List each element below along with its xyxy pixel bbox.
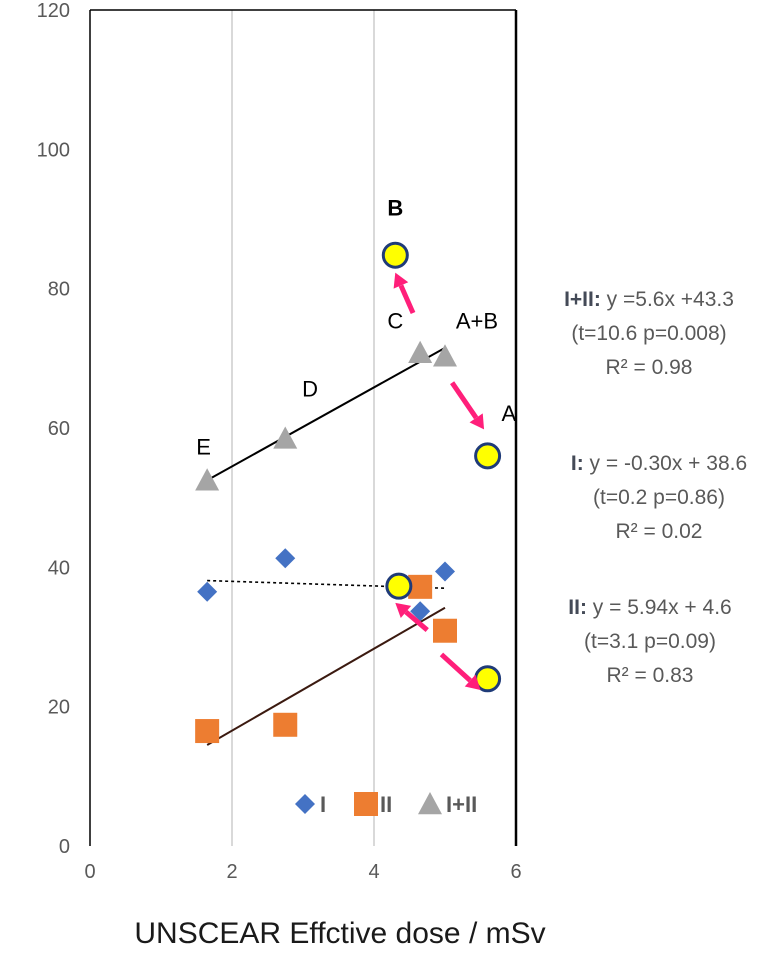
y-tick-label: 120 bbox=[37, 0, 70, 22]
point-label: B bbox=[387, 196, 403, 221]
equation-formula: y = -0.30x + 38.6 bbox=[590, 452, 748, 475]
arrow-head bbox=[393, 272, 409, 289]
data-point-i-plus-ii bbox=[195, 468, 220, 491]
equation-series-label: II: bbox=[568, 596, 593, 619]
equation-stats: (t=0.2 p=0.86) bbox=[593, 486, 725, 509]
equation-r-squared: R² = 0.83 bbox=[607, 664, 694, 687]
arrow-shaft bbox=[439, 652, 472, 683]
regression-equations: I+II: y =5.6x +43.3 (t=10.6 p=0.008) R² = … bbox=[564, 288, 747, 687]
point-label: A+B bbox=[456, 308, 498, 333]
highlight-point bbox=[381, 241, 409, 269]
data-point-i-plus-ii bbox=[433, 344, 457, 367]
legend-marker bbox=[418, 792, 442, 815]
highlight-point bbox=[385, 572, 413, 600]
data-point-i bbox=[275, 548, 296, 569]
data-point-i bbox=[410, 601, 431, 622]
data-point-i bbox=[197, 581, 218, 602]
highlight-points bbox=[381, 241, 502, 693]
legend-label: II bbox=[380, 792, 392, 817]
grid-lines bbox=[231, 10, 375, 846]
point-labels: B C A+B D A E bbox=[196, 196, 516, 460]
x-axis-title: UNSCEAR Effctive dose / mSv bbox=[134, 917, 545, 950]
legend: I II I+II bbox=[295, 792, 477, 817]
legend-label: I bbox=[320, 792, 326, 817]
trendline-i-plus-ii bbox=[206, 347, 446, 482]
axes: 0 20 40 60 80 100 120 0 2 4 6 bbox=[37, 0, 522, 883]
y-tick-label: 100 bbox=[37, 139, 70, 161]
y-tick-label: 0 bbox=[59, 836, 70, 858]
trendline-ii bbox=[206, 606, 446, 746]
arrow-shaft bbox=[404, 610, 429, 632]
data-point-ii bbox=[195, 719, 220, 744]
arrow-shaft bbox=[398, 284, 416, 315]
x-tick-label: 6 bbox=[510, 861, 521, 883]
equation-formula: y =5.6x +43.3 bbox=[607, 288, 734, 311]
legend-label: I+II bbox=[446, 792, 477, 817]
y-tick-label: 20 bbox=[48, 697, 70, 719]
point-label: E bbox=[196, 434, 211, 459]
equation-line-1: I+II: y =5.6x +43.3 bbox=[564, 288, 734, 311]
equation-series-label: I: bbox=[571, 452, 590, 475]
arrow-head bbox=[469, 413, 485, 430]
legend-marker bbox=[354, 792, 378, 816]
y-tick-label: 80 bbox=[48, 279, 70, 301]
arrow-head bbox=[395, 602, 412, 619]
equation-stats: (t=10.6 p=0.008) bbox=[571, 322, 726, 345]
data-point-ii bbox=[273, 712, 298, 737]
equation-r-squared: R² = 0.02 bbox=[616, 520, 703, 543]
point-label: C bbox=[387, 308, 403, 333]
equation-series-label: I+II: bbox=[564, 288, 607, 311]
data-point-i bbox=[435, 561, 455, 582]
equation-formula: y = 5.94x + 4.6 bbox=[593, 596, 732, 619]
trendlines bbox=[206, 347, 446, 746]
point-label: D bbox=[302, 377, 318, 402]
equation-line-1: I: y = -0.30x + 38.6 bbox=[571, 452, 747, 475]
y-tick-label: 60 bbox=[48, 418, 70, 440]
data-point-ii bbox=[433, 618, 457, 643]
arrow-shaft bbox=[450, 381, 479, 420]
equation-line-1: II: y = 5.94x + 4.6 bbox=[568, 596, 731, 619]
point-label: A bbox=[502, 401, 517, 426]
data-point-i-plus-ii bbox=[273, 426, 298, 449]
legend-marker bbox=[295, 794, 315, 814]
y-tick-label: 40 bbox=[48, 557, 70, 579]
data-points bbox=[195, 340, 457, 744]
x-tick-label: 4 bbox=[368, 861, 379, 883]
equation-stats: (t=3.1 p=0.09) bbox=[584, 630, 716, 653]
x-tick-label: 2 bbox=[226, 861, 237, 883]
arrow-head bbox=[464, 674, 481, 690]
annotation-arrows bbox=[393, 272, 485, 690]
x-tick-label: 0 bbox=[84, 861, 95, 883]
equation-r-squared: R² = 0.98 bbox=[606, 356, 693, 379]
data-point-i-plus-ii bbox=[408, 340, 433, 363]
highlight-point bbox=[474, 442, 502, 470]
